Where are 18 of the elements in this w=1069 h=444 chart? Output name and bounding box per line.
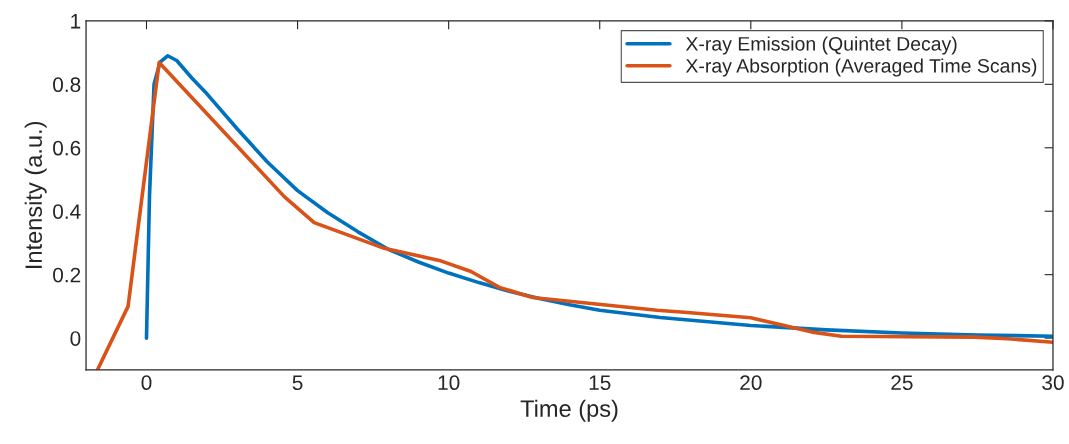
y-tick-label: 0.4 bbox=[53, 204, 81, 219]
y-axis-title: Intensity (a.u.) bbox=[24, 122, 47, 268]
legend-label: X-ray Emission (Quintet Decay) bbox=[685, 36, 957, 55]
y-tick-label: 0.6 bbox=[53, 140, 81, 156]
x-tick-label: 10 bbox=[438, 375, 460, 391]
x-axis-title: Time (ps) bbox=[520, 399, 618, 422]
legend-label: X-ray Absorption (Averaged Time Scans) bbox=[685, 58, 1037, 77]
y-tick-label: 1 bbox=[71, 14, 81, 29]
line-series bbox=[95, 60, 1053, 370]
x-tick-label: 0 bbox=[141, 375, 152, 391]
x-tick-label: 15 bbox=[589, 375, 611, 391]
y-tick-label: 0.8 bbox=[53, 77, 81, 93]
x-tick-label: 5 bbox=[292, 375, 303, 391]
x-tick-label: 20 bbox=[740, 375, 762, 391]
y-tick-label: 0 bbox=[70, 331, 81, 346]
x-tick-label: 30 bbox=[1042, 375, 1064, 391]
x-tick-label: 25 bbox=[891, 375, 913, 391]
y-tick-label: 0.2 bbox=[53, 267, 81, 283]
